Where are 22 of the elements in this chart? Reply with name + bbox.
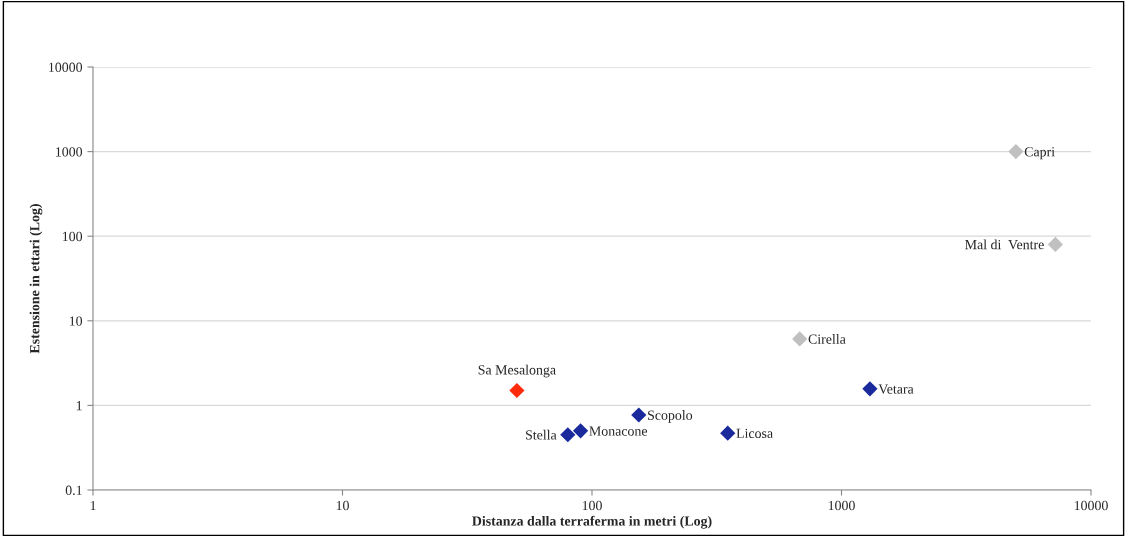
y-axis-title: Estensione in ettari (Log): [29, 204, 43, 354]
series-label: Licosa: [736, 428, 773, 439]
x-tick-label: 100: [582, 500, 602, 511]
series-label: Cirella: [808, 334, 846, 344]
y-tick-label: 10: [69, 316, 83, 326]
series-label: Vetara: [878, 384, 914, 394]
y-tick-label: 1000: [56, 147, 83, 157]
y-tick-label: 100: [62, 231, 83, 242]
series-label: Stella: [526, 429, 557, 440]
x-tick-label: 1000: [828, 500, 855, 511]
x-tick-label: 10000: [1074, 500, 1108, 511]
y-tick-label: 0.1: [65, 485, 82, 496]
y-tick-label: 10000: [49, 62, 83, 72]
series-label: Monacone: [589, 426, 648, 436]
series-label: Capri: [1024, 147, 1055, 160]
x-tick-label: 1: [90, 500, 96, 511]
x-axis-title: Distanza dalla terraferma in metri (Log): [472, 515, 712, 529]
y-tick-label: 1: [76, 401, 82, 411]
series-label: Scopolo: [648, 410, 693, 423]
x-tick-label: 10: [336, 500, 349, 511]
series-label: Sa Mesalonga: [478, 364, 556, 378]
series-label: Mal di Ventre: [965, 239, 1044, 250]
